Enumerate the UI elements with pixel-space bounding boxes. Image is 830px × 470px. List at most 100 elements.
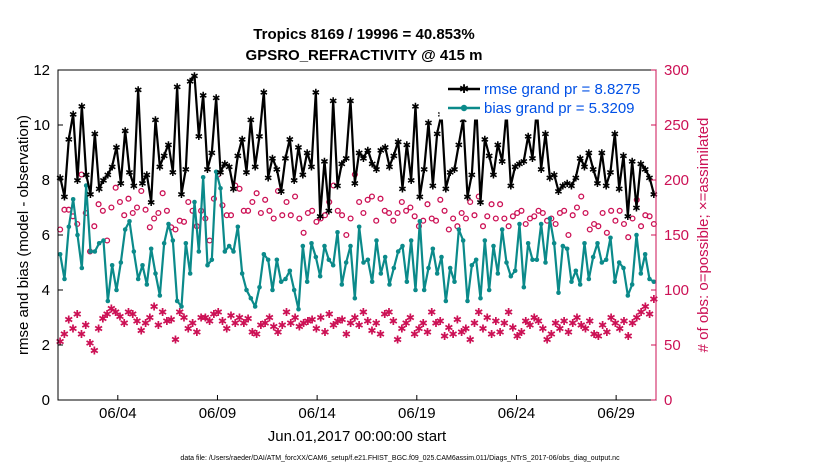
- obs-possible-point: [300, 229, 307, 236]
- bias-point: [547, 216, 553, 221]
- obs-assimilated-point: ✱: [269, 320, 278, 333]
- obs-assimilated-point: ✱: [355, 319, 364, 332]
- obs-assimilated-point: ✱: [380, 308, 389, 321]
- obs-assimilated-point: ✱: [572, 312, 581, 325]
- plot-background: [58, 70, 656, 400]
- obs-assimilated-point: ✱: [359, 306, 368, 319]
- rmse-point: ✱: [56, 173, 64, 184]
- bias-point: [96, 240, 102, 246]
- rmse-point: ✱: [602, 182, 610, 193]
- rmse-point: ✱: [65, 135, 73, 146]
- obs-assimilated-point: ✱: [167, 314, 176, 327]
- bias-point: [118, 260, 124, 265]
- obs-possible-point: [505, 223, 512, 230]
- bias-point: [335, 229, 340, 235]
- obs-assimilated-point: ✱: [94, 323, 103, 336]
- rmse-point: ✱: [277, 187, 285, 198]
- obs-assimilated-point: ✱: [431, 317, 440, 330]
- obs-assimilated-point: ✱: [68, 323, 77, 336]
- obs-assimilated-point: ✱: [312, 323, 321, 336]
- obs-assimilated-point: ✱: [581, 323, 590, 336]
- rmse-point: ✱: [407, 176, 415, 187]
- rmse-point: ✱: [611, 129, 619, 140]
- rmse-point: ✱: [91, 129, 99, 140]
- obs-possible-point: [458, 209, 465, 217]
- obs-assimilated-point: ✱: [645, 308, 654, 321]
- rmse-point: ✱: [515, 160, 523, 171]
- bias-point: [469, 262, 475, 268]
- rmse-point: ✱: [134, 85, 142, 96]
- rmse-point: ✱: [424, 118, 432, 129]
- obs-possible-point: [368, 193, 376, 200]
- obs-assimilated-point: ✱: [273, 326, 282, 339]
- obs-assimilated-point: ✱: [179, 312, 188, 325]
- rmse-point: ✱: [650, 190, 658, 201]
- obs-possible-point: [138, 187, 145, 195]
- bias-point: [564, 246, 570, 252]
- bias-point: [244, 287, 249, 293]
- obs-assimilated-point: ✱: [145, 312, 154, 325]
- bias-point: [339, 282, 345, 287]
- rmse-point: ✱: [151, 116, 159, 127]
- obs-assimilated-point: ✱: [649, 293, 658, 306]
- rmse-point: ✱: [403, 140, 411, 151]
- rmse-point: ✱: [351, 179, 359, 190]
- bias-point: [473, 257, 479, 263]
- rmse-point: ✱: [199, 91, 207, 102]
- rmse-point: ✱: [507, 182, 515, 193]
- obs-assimilated-point: ✱: [389, 315, 398, 328]
- bias-point: [647, 276, 652, 282]
- legend-box: [439, 76, 655, 120]
- obs-assimilated-point: ✱: [406, 312, 415, 325]
- rmse-point: ✱: [338, 160, 346, 171]
- rmse-point: ✱: [546, 173, 554, 184]
- rmse-point: ✱: [108, 162, 116, 173]
- obs-assimilated-point: ✱: [98, 313, 107, 326]
- obs-possible-point: [484, 213, 491, 220]
- rmse-point: ✱: [520, 157, 528, 168]
- rmse-point: ✱: [468, 171, 476, 182]
- rmse-point: ✱: [130, 182, 138, 193]
- obs-possible-point: [582, 209, 589, 217]
- obs-assimilated-point: ✱: [60, 328, 69, 341]
- y-left-tick-label: 10: [33, 117, 50, 134]
- rmse-point: ✱: [645, 173, 653, 184]
- bias-point: [482, 238, 488, 243]
- bias-point: [105, 298, 111, 304]
- obs-assimilated-point: ✱: [624, 330, 633, 343]
- obs-possible-point: [573, 204, 581, 211]
- bias-point: [140, 262, 145, 268]
- bias-point: [595, 240, 600, 246]
- obs-assimilated-point: ✱: [342, 328, 351, 341]
- obs-assimilated-point: ✱: [376, 328, 385, 341]
- obs-possible-point: [629, 215, 636, 222]
- obs-assimilated-point: ✱: [363, 315, 372, 328]
- bias-point: [395, 249, 401, 254]
- obs-assimilated-point: ✱: [483, 312, 492, 325]
- rmse-point: ✱: [494, 140, 502, 151]
- obs-assimilated-point: ✱: [333, 315, 342, 328]
- y-left-tick-label: 6: [42, 227, 50, 244]
- rmse-point: ✱: [550, 171, 558, 182]
- rmse-point: ✱: [212, 94, 220, 105]
- rmse-point: ✱: [572, 173, 580, 184]
- obs-possible-point: [172, 226, 179, 233]
- rmse-point: ✱: [160, 151, 168, 162]
- bias-point: [378, 271, 384, 276]
- obs-possible-point: [479, 223, 487, 230]
- rmse-point: ✱: [273, 165, 281, 176]
- bias-point: [651, 279, 657, 285]
- obs-assimilated-point: ✱: [265, 312, 274, 325]
- bias-point: [309, 240, 314, 246]
- bias-point: [330, 262, 336, 268]
- rmse-point: ✱: [619, 151, 627, 162]
- obs-possible-point: [595, 223, 602, 230]
- bias-point: [205, 262, 210, 268]
- rmse-point: ✱: [632, 204, 640, 215]
- rmse-point: ✱: [593, 179, 601, 190]
- obs-assimilated-point: ✱: [628, 317, 637, 330]
- obs-assimilated-point: ✱: [384, 306, 393, 319]
- obs-assimilated-point: ✱: [414, 323, 423, 336]
- rmse-point: ✱: [225, 162, 233, 173]
- bias-point: [257, 284, 262, 290]
